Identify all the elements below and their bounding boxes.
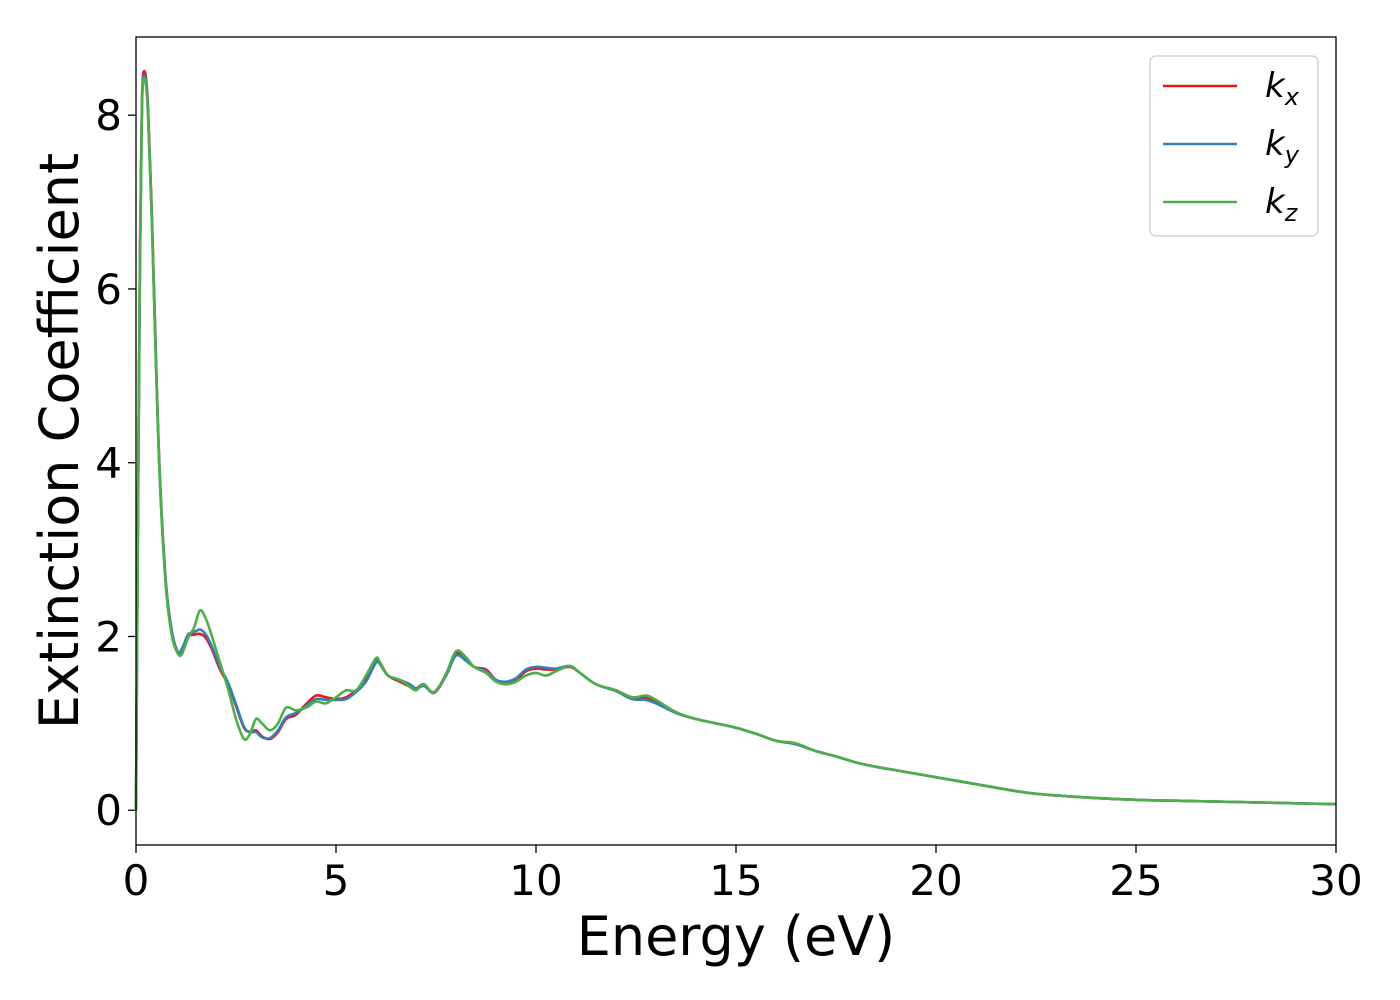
x-tick-label: 30 [1309, 856, 1362, 905]
x-axis-ticks: 0 5 10 15 20 25 30 [123, 845, 1363, 905]
legend-label-z: kz [1265, 182, 1299, 227]
series-lines [134, 69, 1337, 811]
x-tick-label: 10 [509, 856, 562, 905]
legend-label-x: kx [1265, 66, 1300, 111]
y-tick-label: 6 [95, 265, 122, 314]
y-axis-label: Extinction Coefficient [28, 153, 91, 729]
x-tick-label: 0 [123, 856, 150, 905]
x-tick-label: 5 [323, 856, 350, 905]
y-tick-label: 0 [95, 786, 122, 835]
x-tick-label: 15 [709, 856, 762, 905]
y-tick-label: 4 [95, 439, 122, 488]
legend-box [1149, 55, 1319, 237]
y-tick-label: 8 [95, 91, 122, 140]
x-tick-label: 20 [909, 856, 962, 905]
legend: kx ky kz [1149, 55, 1319, 237]
y-tick-label: 2 [95, 612, 122, 661]
y-axis-ticks: 0 2 4 6 8 [95, 91, 136, 835]
plot-frame [135, 36, 1337, 846]
series-line-z [134, 76, 1337, 811]
legend-label-y: ky [1265, 124, 1300, 169]
x-tick-label: 25 [1109, 856, 1162, 905]
x-axis-label: Energy (eV) [577, 905, 896, 968]
